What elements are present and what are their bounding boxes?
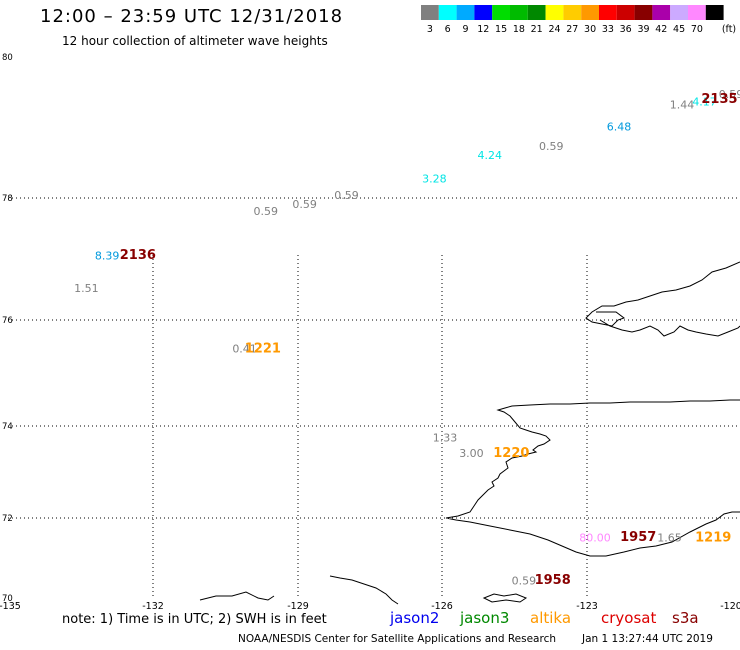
legend-swatch bbox=[510, 5, 528, 20]
legend-label: 36 bbox=[620, 24, 632, 35]
lat-tick-label: 74 bbox=[2, 422, 13, 432]
wave-height-value: 1.65 bbox=[657, 532, 682, 545]
legend-label: 9 bbox=[462, 24, 468, 35]
legend-label: 21 bbox=[531, 24, 543, 35]
credit-text: NOAA/NESDIS Center for Satellite Applica… bbox=[238, 633, 556, 645]
sat-label-cryosat: cryosat bbox=[601, 609, 657, 627]
legend-swatch bbox=[670, 5, 688, 20]
wave-height-value: 6.48 bbox=[607, 120, 632, 133]
pass-time-label: 2135 bbox=[701, 92, 737, 107]
legend-label: 45 bbox=[673, 24, 685, 35]
legend-swatch bbox=[421, 5, 439, 20]
wave-height-value: 3.00 bbox=[459, 447, 484, 460]
legend-label: 15 bbox=[495, 24, 507, 35]
coastline-mainland bbox=[445, 399, 740, 557]
wave-height-value: 4.24 bbox=[477, 149, 502, 162]
legend-swatch bbox=[581, 5, 599, 20]
coastline-banks-island-north bbox=[585, 261, 740, 337]
legend-label: 6 bbox=[445, 24, 451, 35]
legend-label: 39 bbox=[637, 24, 649, 35]
lon-tick-label: -120 bbox=[720, 601, 740, 612]
lon-tick-label: -132 bbox=[142, 601, 164, 612]
pass-time-label: 1219 bbox=[695, 531, 731, 546]
wave-height-value: 0.59 bbox=[334, 189, 359, 202]
legend-label: 30 bbox=[584, 24, 596, 35]
legend-swatch bbox=[616, 5, 635, 20]
legend-label: 18 bbox=[513, 24, 525, 35]
legend-unit: (ft) bbox=[722, 24, 736, 35]
lat-lon-grid: 80 78 76 74 72 70-135 -132 -129 -126 -123 -120 bbox=[0, 53, 740, 612]
lon-tick-label: -123 bbox=[576, 601, 598, 612]
legend-label: 42 bbox=[655, 24, 667, 35]
lat-tick-label: 78 bbox=[2, 194, 13, 204]
legend-label: 3 bbox=[427, 24, 433, 35]
timestamp-text: Jan 1 13:27:44 UTC 2019 bbox=[582, 633, 713, 645]
color-legend: 3 6 9 12 15 18 21 24 27 30 33 36 39 42 45 70 (ft) bbox=[421, 5, 736, 35]
lon-tick-label: -126 bbox=[431, 601, 453, 612]
sat-label-s3a: s3a bbox=[672, 609, 699, 627]
legend-swatch bbox=[688, 5, 706, 20]
coastline bbox=[199, 261, 740, 605]
legend-swatch bbox=[527, 5, 546, 20]
wave-height-value: 1.33 bbox=[433, 432, 458, 445]
wave-height-value: 0.41 bbox=[232, 342, 257, 355]
legend-swatch bbox=[545, 5, 564, 20]
legend-label: 33 bbox=[602, 24, 614, 35]
legend-swatch bbox=[438, 5, 457, 20]
lat-tick-label: 76 bbox=[2, 316, 13, 326]
wave-height-labels: 0.59 1.444.17 6.48 0.59 4.24 3.28 0.59 0.59 0.59… bbox=[74, 88, 740, 588]
wave-height-value: 8.39 bbox=[95, 250, 120, 263]
lon-tick-label: -129 bbox=[287, 601, 309, 612]
legend-swatch bbox=[652, 5, 671, 20]
wave-height-value: 4.17 bbox=[692, 96, 717, 109]
sat-label-jason3: jason3 bbox=[460, 609, 510, 627]
lat-tick-label: 72 bbox=[2, 514, 13, 524]
legend-swatch bbox=[456, 5, 475, 20]
legend-swatch bbox=[634, 5, 653, 20]
legend-swatch bbox=[474, 5, 493, 20]
legend-swatch bbox=[563, 5, 582, 20]
pass-time-label: 1958 bbox=[535, 573, 571, 588]
wave-height-value: 3.28 bbox=[422, 172, 447, 185]
legend-label: 12 bbox=[477, 24, 489, 35]
wave-height-value: 0.59 bbox=[539, 140, 564, 153]
pass-time-label: 1957 bbox=[620, 530, 656, 545]
wave-height-value: 0.59 bbox=[253, 205, 278, 218]
page-title: 12:00 – 23:59 UTC 12/31/2018 bbox=[40, 6, 344, 27]
footer-note: note: 1) Time is in UTC; 2) SWH is in fe… bbox=[62, 612, 327, 627]
wave-height-value: 80.00 bbox=[579, 532, 611, 545]
legend-swatch bbox=[705, 5, 724, 20]
pass-time-label: 1221 bbox=[245, 341, 281, 356]
legend-label: 24 bbox=[548, 24, 560, 35]
wave-height-value: 0.59 bbox=[292, 198, 317, 211]
coastline-south-islands bbox=[199, 575, 528, 605]
page-subtitle: 12 hour collection of altimeter wave hei… bbox=[62, 34, 328, 48]
sat-label-jason2: jason2 bbox=[390, 609, 440, 627]
wave-height-value: 1.51 bbox=[74, 282, 99, 295]
legend-swatch bbox=[492, 5, 510, 20]
pass-time-label: 1220 bbox=[493, 446, 529, 461]
legend-swatch bbox=[599, 5, 617, 20]
wave-height-value: 0.59 bbox=[719, 88, 740, 101]
wave-height-value: 0.59 bbox=[512, 574, 537, 587]
wave-height-value: 1.44 bbox=[670, 98, 695, 111]
sat-label-altika: altika bbox=[530, 609, 572, 627]
pass-time-label: 2136 bbox=[120, 248, 156, 263]
legend-label: 27 bbox=[566, 24, 578, 35]
lat-tick-label: 70 bbox=[2, 594, 13, 604]
lon-tick-label: -135 bbox=[0, 601, 21, 612]
legend-label: 70 bbox=[691, 24, 703, 35]
lat-tick-label: 80 bbox=[2, 53, 13, 63]
